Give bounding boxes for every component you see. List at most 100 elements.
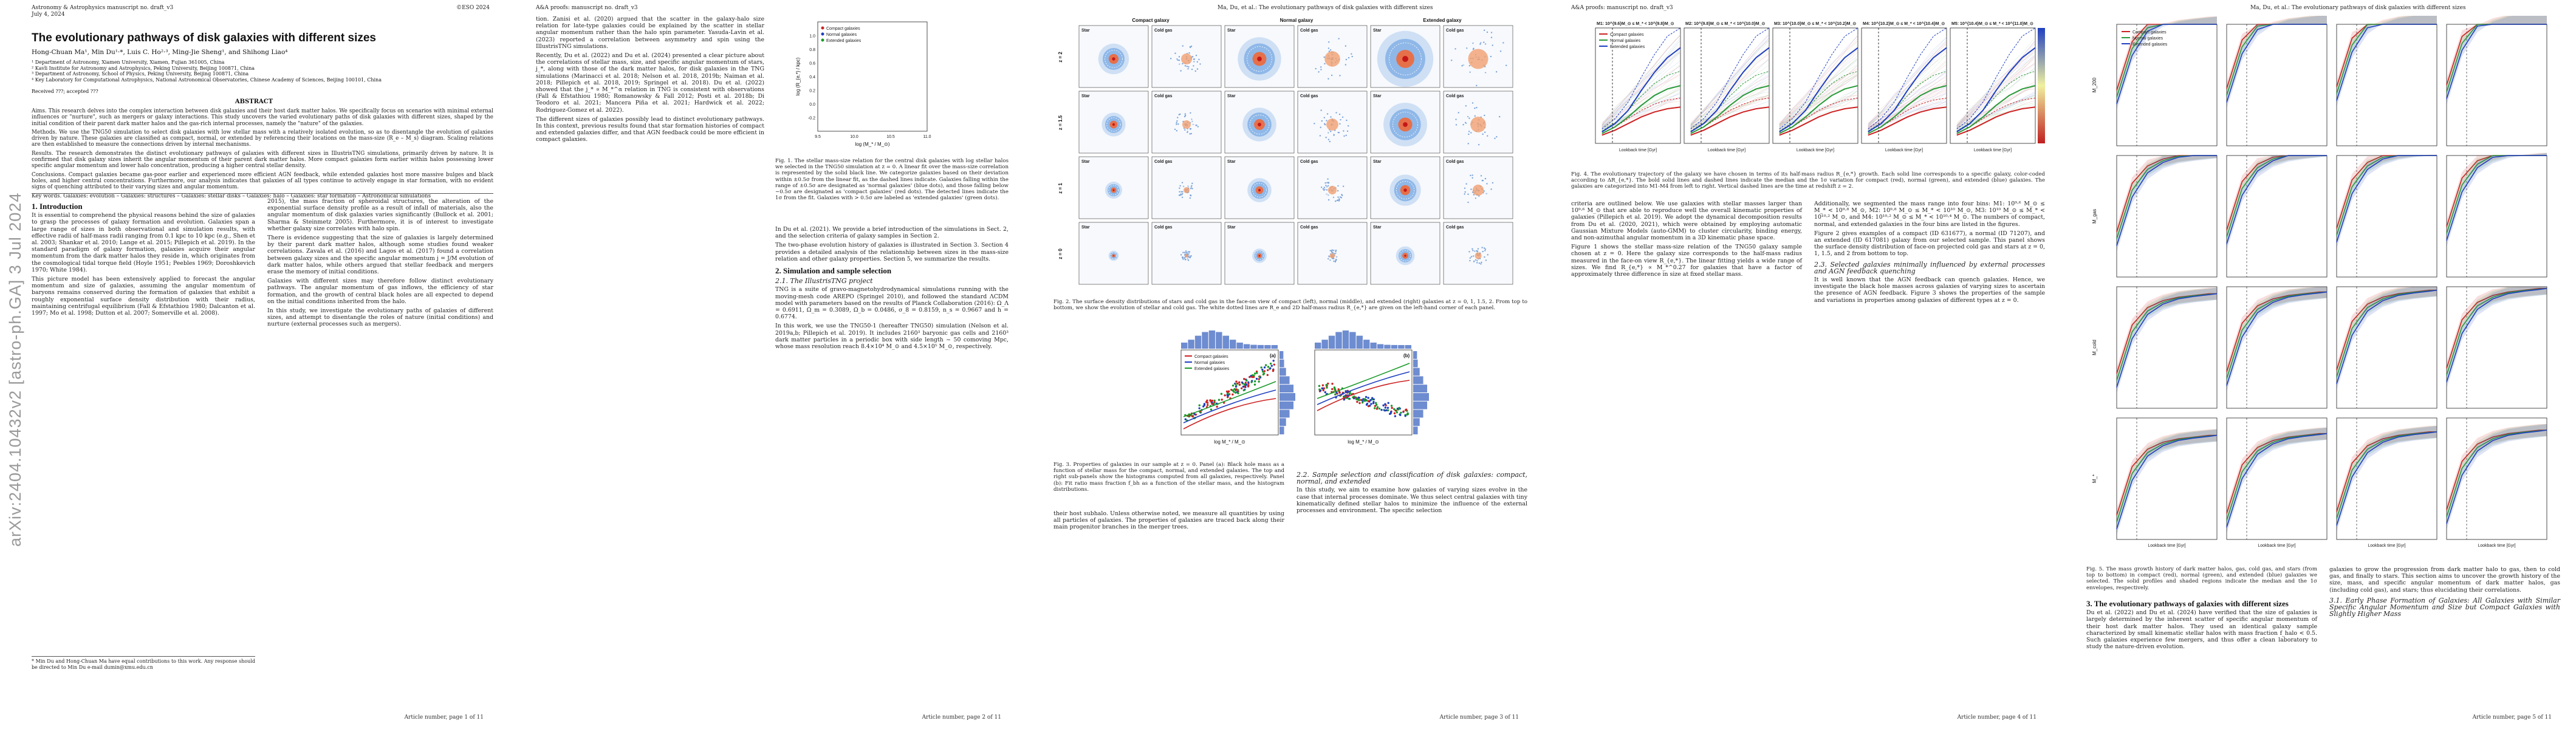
- median-line: [1779, 85, 1858, 134]
- scatter-point: [1253, 383, 1256, 386]
- scatter-point: [1333, 386, 1336, 389]
- scatter-point: [1221, 399, 1223, 401]
- page2-col1: tion. Zanisi et al. (2020) argued that t…: [536, 16, 764, 146]
- gas-cloud: [1194, 70, 1196, 72]
- gas-cloud: [1182, 45, 1184, 47]
- gas-cloud: [1184, 129, 1186, 131]
- median-curve: [1317, 380, 1410, 411]
- y-tick-label: 0.8: [809, 48, 815, 52]
- gas-cloud: [1179, 191, 1180, 193]
- histogram-bar: [1405, 344, 1411, 349]
- gas-cloud: [1191, 56, 1194, 58]
- median-line: [1690, 106, 1770, 136]
- figure-5: M_200 M_gas M_cold M_* Lookback time [Gyr] Lo…: [2086, 11, 2560, 563]
- scatter-point: [1235, 391, 1237, 394]
- journal-name: Astronomy & Astrophysics manuscript no. …: [32, 5, 174, 11]
- legend-label: Compact galaxies: [1610, 33, 1644, 37]
- gas-core: [1475, 252, 1482, 259]
- gas-cloud: [1329, 140, 1331, 143]
- panel-label: Cold gas: [1446, 94, 1464, 98]
- scatter-point: [1249, 375, 1251, 378]
- x-tick-label: 9.5: [815, 135, 821, 139]
- scatter-point: [1371, 397, 1374, 399]
- legend-label: Normal galaxies: [1194, 361, 1225, 365]
- gas-cloud: [1174, 52, 1176, 54]
- figure-2-caption: Fig. 2. The surface density distribution…: [1053, 299, 1527, 312]
- page1-col1: 1. Introduction It is essential to compr…: [32, 198, 255, 319]
- scatter-point: [1387, 402, 1389, 404]
- gas-cloud: [1346, 119, 1348, 122]
- gas-cloud: [1326, 189, 1328, 191]
- gas-cloud: [1177, 117, 1179, 118]
- gas-cloud: [1470, 132, 1472, 134]
- panel-frame: [2226, 286, 2328, 409]
- scatter-point: [1251, 375, 1253, 378]
- paragraph: Additionally, we segmented the mass rang…: [1814, 200, 2045, 228]
- histogram-bar: [1181, 342, 1188, 349]
- paragraph: In this study, we investigate the evolut…: [267, 307, 493, 328]
- median-line: [2116, 155, 2217, 246]
- gas-cloud: [1196, 61, 1199, 63]
- page5-col1: 3. The evolutionary pathways of galaxies…: [2086, 595, 2317, 652]
- gas-core: [1181, 53, 1192, 64]
- median-line: [1779, 47, 1858, 132]
- fig5-mass-growth: M_200 M_gas M_cold M_* Lookback time [Gyr] Lo…: [2092, 11, 2547, 548]
- galaxy-track: [1956, 58, 2036, 128]
- gas-cloud: [1340, 197, 1343, 199]
- gas-cloud: [1469, 257, 1471, 259]
- page-1: arXiv:2404.10432v2 [astro-ph.GA] 3 Jul 2…: [0, 0, 508, 729]
- abstract-results: Results. The research demonstrates the d…: [32, 150, 493, 169]
- galaxy-track: [1779, 35, 1858, 125]
- gas-cloud: [1469, 71, 1471, 74]
- stellar-center: [1404, 255, 1406, 257]
- x-tick-label: 10.0: [850, 135, 858, 139]
- gas-cloud: [1351, 53, 1352, 55]
- mass-bin-label: M1: 10^{9.6}M_⊙ ≤ M_* < 10^{9.8}M_⊙: [1597, 21, 1674, 26]
- scatter-point: [1184, 418, 1187, 420]
- gas-cloud: [1333, 260, 1335, 262]
- galaxy-track: [1779, 73, 1858, 127]
- gas-cloud: [1337, 196, 1339, 198]
- gas-cloud: [1468, 133, 1470, 135]
- scatter-point: [1261, 368, 1264, 371]
- scatter-point: [1264, 364, 1267, 366]
- half-mass-radius: [1320, 46, 1345, 72]
- galaxy-track: [1779, 38, 1858, 123]
- scatter-point: [1367, 397, 1369, 399]
- gas-cloud: [1190, 46, 1191, 49]
- galaxy-track: [1868, 92, 1947, 130]
- median-curve: [1183, 381, 1276, 417]
- gas-cloud: [1327, 47, 1330, 49]
- paragraph: Recently, Du et al. (2022) and Du et al.…: [536, 52, 764, 114]
- scatter-point: [1235, 385, 1238, 388]
- page5-col2: galaxies to grow the progression from da…: [2329, 566, 2560, 619]
- gas-cloud: [1187, 251, 1190, 253]
- gas-cloud: [1481, 261, 1482, 264]
- gas-cloud: [1327, 258, 1329, 260]
- gas-cloud: [1469, 259, 1471, 262]
- galaxy-track: [1690, 64, 1770, 129]
- received-line: Received ???; accepted ???: [32, 89, 98, 94]
- scatter-point: [1203, 403, 1206, 405]
- median-line: [1690, 47, 1770, 132]
- median-line: [2336, 155, 2437, 243]
- plot-frame: [817, 21, 928, 132]
- abstract-conclusions: Conclusions. Compact galaxies became gas…: [32, 171, 493, 191]
- gas-cloud: [1337, 185, 1339, 187]
- paragraph: It is essential to comprehend the physic…: [32, 212, 255, 273]
- gas-cloud: [1327, 178, 1329, 180]
- scatter-point: [1375, 403, 1378, 406]
- gas-core: [1184, 187, 1190, 193]
- stellar-center: [1403, 122, 1408, 127]
- scatter-point: [1363, 399, 1365, 402]
- x-axis-label: Lookback time [Gyr]: [1885, 148, 1923, 152]
- median-line: [1868, 106, 1947, 136]
- abstract-methods: Methods. We use the TNG50 simulation to …: [32, 129, 493, 148]
- gas-cloud: [1179, 113, 1181, 115]
- scatter-point: [1391, 406, 1393, 409]
- scatter-point: [1358, 402, 1361, 405]
- paragraph: Figure 1 shows the stellar mass-size rel…: [1571, 244, 1802, 278]
- gas-cloud: [1471, 102, 1474, 104]
- scatter-point: [1190, 414, 1193, 417]
- galaxy-track: [1779, 94, 1858, 130]
